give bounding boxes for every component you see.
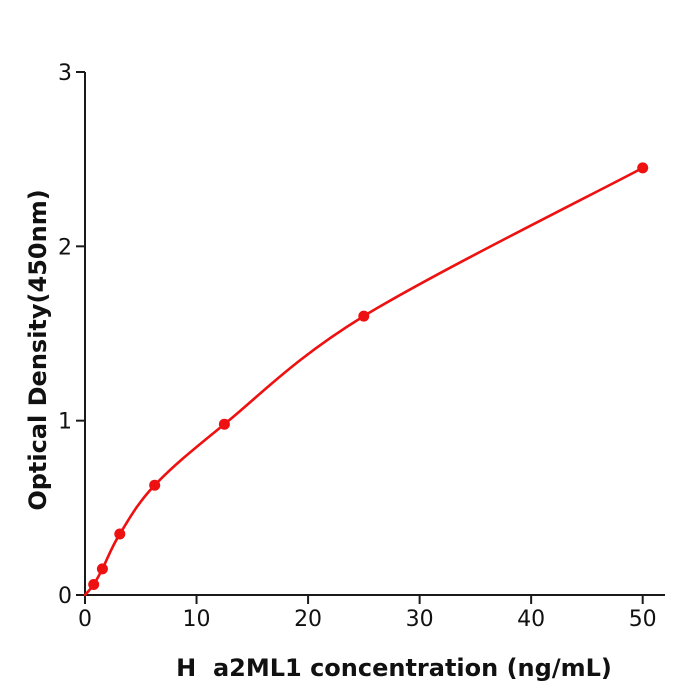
y-tick-label: 2: [58, 235, 72, 260]
x-axis-title: H a2ML1 concentration (ng/mL): [176, 654, 612, 682]
data-point: [88, 579, 100, 590]
fit-curve: [83, 166, 644, 597]
y-tick-label: 1: [58, 410, 72, 435]
data-point: [218, 418, 230, 430]
data-point: [149, 479, 161, 491]
axes: 0 10 20 30 40 50 0 1 2 3: [58, 61, 665, 632]
data-series: [83, 162, 649, 597]
x-tick-label: 0: [78, 607, 92, 632]
x-tick-label: 30: [406, 607, 434, 632]
data-point: [96, 563, 108, 575]
x-tick-label: 40: [517, 607, 545, 632]
data-point: [637, 162, 649, 174]
y-tick-label: 3: [58, 61, 72, 86]
x-tick-label: 10: [183, 607, 211, 632]
x-tick-label: 50: [629, 607, 657, 632]
y-axis-title: Optical Density(450nm): [24, 189, 52, 510]
y-tick-label: 0: [58, 584, 72, 609]
x-tick-label: 20: [294, 607, 322, 632]
data-point: [358, 310, 370, 322]
data-point: [114, 528, 126, 540]
